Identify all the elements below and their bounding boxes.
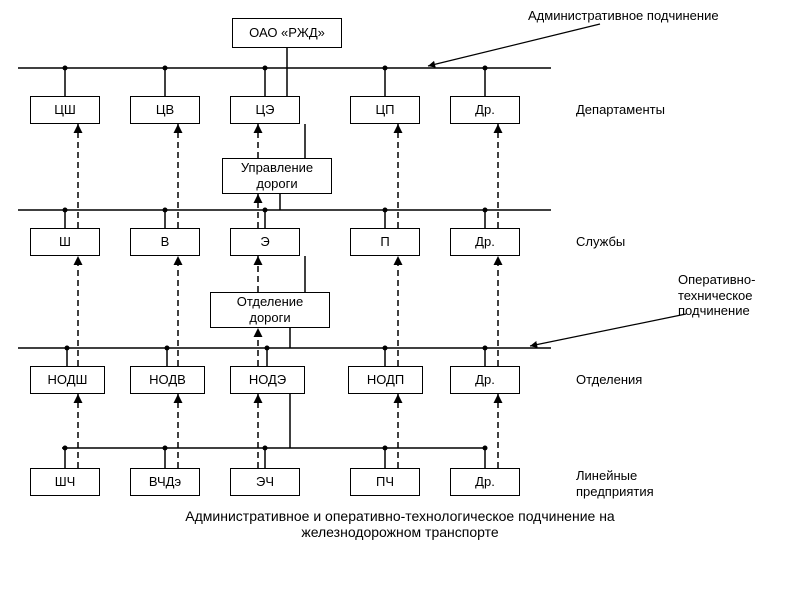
node-dept3-label: ЦЭ [256,102,275,118]
label-div: Отделения [576,372,642,388]
node-branch-label: Отделение дороги [215,294,325,325]
node-root-label: ОАО «РЖД» [249,25,325,41]
node-svc5-label: Др. [475,234,495,250]
label-dept-text: Департаменты [576,102,665,117]
node-svc4-label: П [380,234,389,250]
node-div1: НОДШ [30,366,105,394]
node-dept2: ЦВ [130,96,200,124]
node-div1-label: НОДШ [48,372,88,388]
caption-line2: железнодорожном транспорте [301,524,498,540]
node-svc5: Др. [450,228,520,256]
node-div4-label: НОДП [367,372,404,388]
node-div4: НОДП [348,366,423,394]
node-dept4: ЦП [350,96,420,124]
node-ent2: ВЧДэ [130,468,200,496]
node-dept1-label: ЦШ [54,102,76,118]
node-svc4: П [350,228,420,256]
node-div5: Др. [450,366,520,394]
node-div2-label: НОДВ [149,372,186,388]
node-svc3-label: Э [260,234,269,250]
label-optech-text: Оперативно- техническое подчинение [678,272,755,318]
node-div3-label: НОДЭ [249,372,286,388]
node-mgmt-label: Управление дороги [227,160,327,191]
node-ent5: Др. [450,468,520,496]
label-svc: Службы [576,234,625,250]
node-root: ОАО «РЖД» [232,18,342,48]
node-ent3: ЭЧ [230,468,300,496]
node-dept3: ЦЭ [230,96,300,124]
label-ent: Линейные предприятия [576,468,654,499]
node-ent3-label: ЭЧ [256,474,274,490]
node-svc3: Э [230,228,300,256]
label-admin: Административное подчинение [528,8,719,24]
node-svc2-label: В [161,234,170,250]
label-svc-text: Службы [576,234,625,249]
node-dept4-label: ЦП [376,102,395,118]
node-ent4-label: ПЧ [376,474,394,490]
label-div-text: Отделения [576,372,642,387]
node-branch: Отделение дороги [210,292,330,328]
label-dept: Департаменты [576,102,665,118]
node-ent1-label: ШЧ [55,474,76,490]
label-ent-text: Линейные предприятия [576,468,654,499]
node-dept1: ЦШ [30,96,100,124]
node-dept5-label: Др. [475,102,495,118]
node-ent2-label: ВЧДэ [149,474,181,490]
node-div3: НОДЭ [230,366,305,394]
node-svc1-label: Ш [59,234,71,250]
node-div5-label: Др. [475,372,495,388]
node-mgmt: Управление дороги [222,158,332,194]
label-optech: Оперативно- техническое подчинение [678,272,755,319]
node-ent4: ПЧ [350,468,420,496]
caption: Административное и оперативно-технологич… [0,508,800,540]
node-div2: НОДВ [130,366,205,394]
node-svc1: Ш [30,228,100,256]
label-admin-text: Административное подчинение [528,8,719,23]
caption-line1: Административное и оперативно-технологич… [185,508,614,524]
node-dept2-label: ЦВ [156,102,174,118]
node-ent1: ШЧ [30,468,100,496]
node-ent5-label: Др. [475,474,495,490]
node-svc2: В [130,228,200,256]
node-dept5: Др. [450,96,520,124]
